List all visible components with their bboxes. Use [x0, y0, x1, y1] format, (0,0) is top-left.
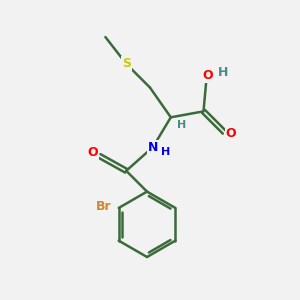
Text: Br: Br [96, 200, 112, 213]
Text: H: H [177, 120, 186, 130]
Text: O: O [88, 146, 98, 160]
Text: S: S [122, 57, 131, 70]
Text: H: H [218, 66, 228, 79]
Text: O: O [202, 69, 213, 82]
Text: N: N [148, 140, 158, 154]
Text: O: O [226, 127, 236, 140]
Text: H: H [161, 147, 170, 158]
